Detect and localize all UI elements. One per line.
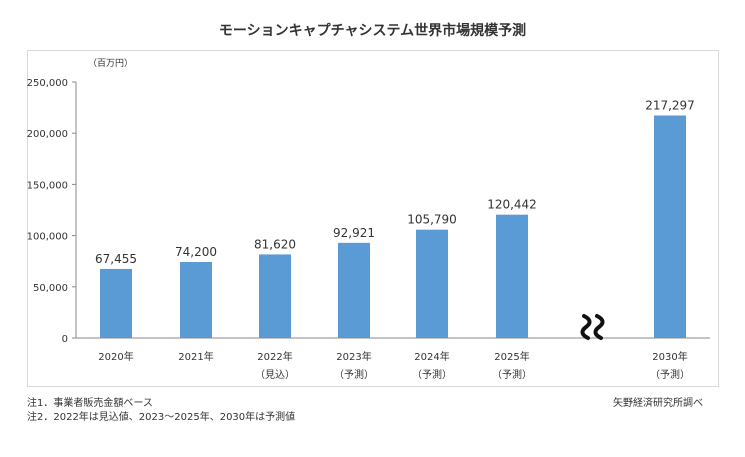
footnote-1: 注1．事業者販売金額ベース bbox=[27, 398, 153, 409]
y-tick-label: 50,000 bbox=[33, 283, 68, 294]
x-tick-note: （予測） bbox=[650, 368, 690, 381]
data-label: 81,620 bbox=[254, 237, 296, 251]
bar-2021年 bbox=[180, 262, 212, 338]
bar-2025年 bbox=[496, 214, 528, 338]
data-labels: 67,455 74,200 81,620 92,921 105,790 120,442 21… bbox=[95, 98, 695, 265]
data-label: 105,790 bbox=[407, 213, 457, 227]
bar-2020年 bbox=[100, 268, 132, 338]
x-tick-label: 2025年 bbox=[494, 350, 529, 363]
data-label: 74,200 bbox=[175, 245, 217, 259]
source-label: 矢野経済研究所調べ bbox=[613, 398, 703, 409]
y-tick-label: 250,000 bbox=[27, 78, 68, 89]
x-tick-label: 2023年 bbox=[336, 350, 371, 363]
footnote-2: 注2．2022年は見込値、2023～2025年、2030年は予測値 bbox=[27, 412, 296, 423]
bars bbox=[100, 115, 686, 338]
x-tick-label: 2021年 bbox=[178, 350, 213, 363]
data-label: 92,921 bbox=[333, 226, 375, 240]
y-tick-label: 100,000 bbox=[27, 232, 68, 243]
y-tick-label: 0 bbox=[62, 334, 68, 345]
y-axis: 0 50,000 100,000 150,000 200,000 250,000 bbox=[27, 78, 77, 345]
data-label: 217,297 bbox=[645, 98, 695, 112]
x-axis: 2020年 2021年 2022年 （見込） 2023年 （予測） 2024年 （予測） 202… bbox=[76, 337, 710, 381]
x-tick-label: 2030年 bbox=[652, 350, 687, 363]
axis-break-icon bbox=[580, 314, 605, 340]
x-tick-label: 2020年 bbox=[98, 350, 133, 363]
bar-2030年 bbox=[654, 115, 686, 338]
chart-title: モーションキャプチャシステム世界市場規模予測 bbox=[218, 23, 527, 39]
chart-frame bbox=[27, 50, 719, 387]
bar-2024年 bbox=[416, 229, 448, 338]
x-tick-note: （予測） bbox=[412, 368, 452, 381]
x-tick-label: 2022年 bbox=[257, 350, 292, 363]
x-tick-label: 2024年 bbox=[414, 350, 449, 363]
data-label: 120,442 bbox=[487, 198, 537, 212]
data-label: 67,455 bbox=[95, 252, 137, 266]
y-tick-label: 200,000 bbox=[27, 129, 68, 140]
x-tick-note: （予測） bbox=[334, 368, 374, 381]
bar-2023年 bbox=[338, 242, 370, 338]
x-tick-note: （見込） bbox=[255, 369, 295, 381]
y-unit-label: （百万円） bbox=[88, 58, 133, 69]
bar-2022年 bbox=[259, 254, 291, 338]
y-tick-label: 150,000 bbox=[27, 180, 68, 191]
x-tick-note: （予測） bbox=[492, 368, 532, 381]
